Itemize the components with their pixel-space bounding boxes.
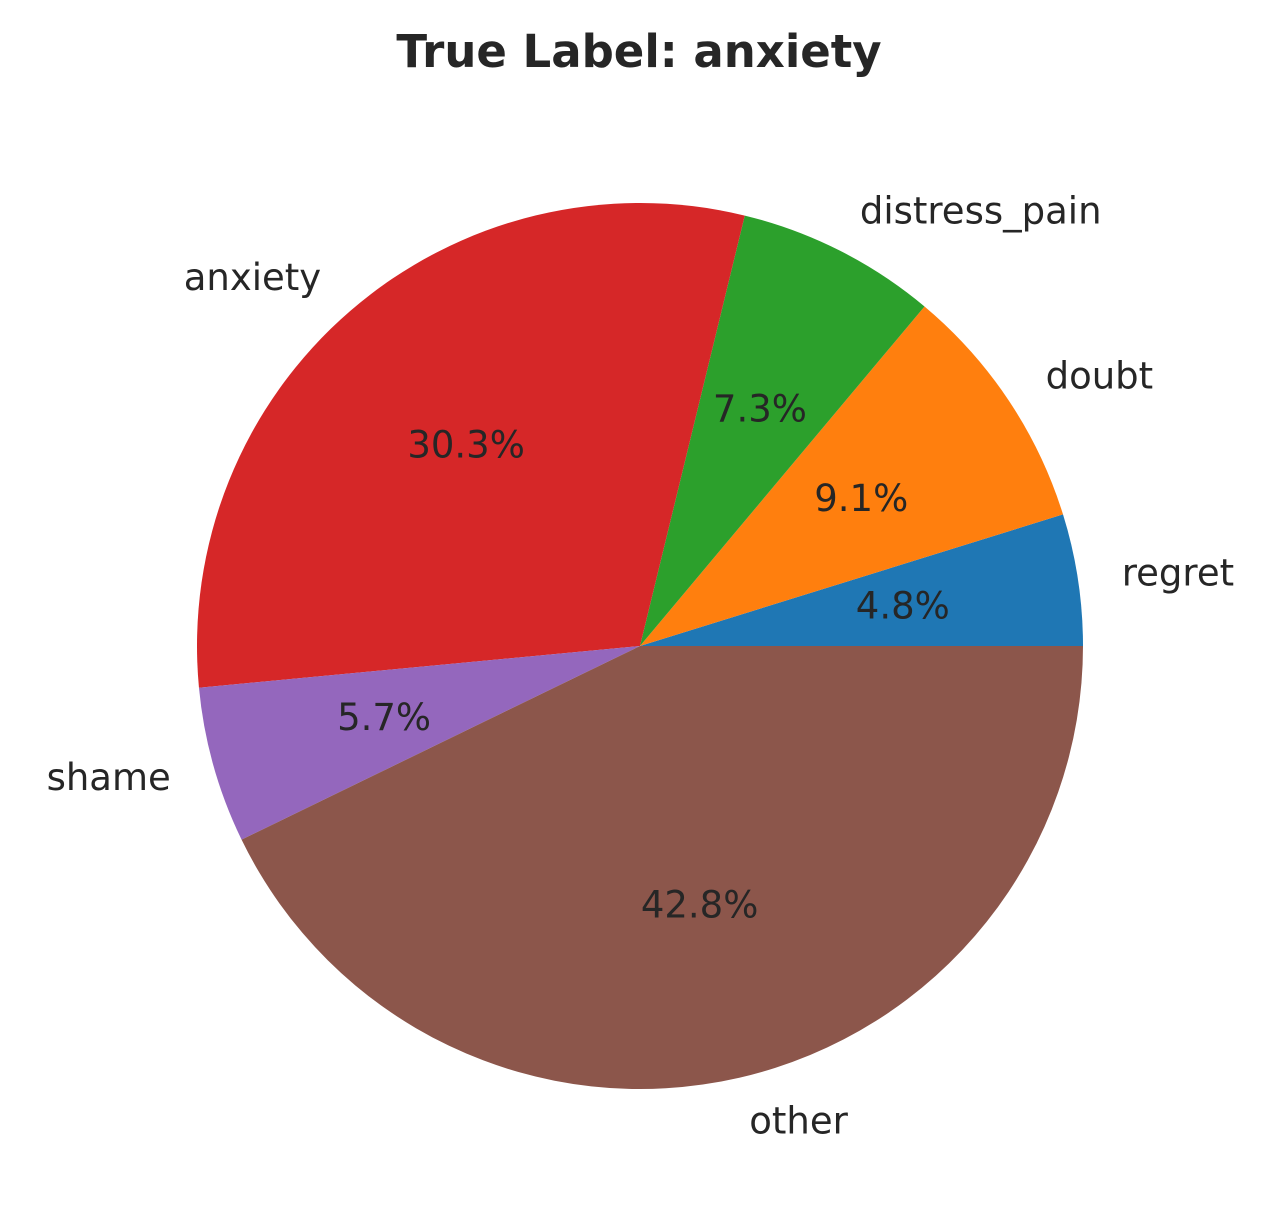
slice-percent-distress-pain: 7.3% <box>713 387 807 430</box>
slice-percent-regret: 4.8% <box>856 585 950 628</box>
slice-label-shame: shame <box>47 756 171 799</box>
pie-slice-anxiety <box>196 202 745 688</box>
slice-label-anxiety: anxiety <box>184 256 321 299</box>
pie-slice-distress-pain <box>640 215 925 646</box>
slice-percent-anxiety: 30.3% <box>407 423 525 466</box>
slice-label-doubt: doubt <box>1046 354 1154 397</box>
pie-labels: regret 4.8% doubt 9.1% distress_pain 7.3% anxi… <box>47 190 1235 1143</box>
pie-slice-doubt <box>640 306 1064 646</box>
pie-slices <box>196 202 1083 1089</box>
pie-slice-shame <box>198 646 640 840</box>
pie-slice-regret <box>640 514 1083 646</box>
slice-label-other: other <box>749 1099 848 1142</box>
pie-slice-other <box>241 646 1083 1089</box>
slice-label-distress-pain: distress_pain <box>860 190 1102 233</box>
slice-percent-other: 42.8% <box>641 884 759 927</box>
slice-percent-doubt: 9.1% <box>814 477 908 520</box>
slice-label-regret: regret <box>1122 551 1234 594</box>
chart-title: True Label: anxiety <box>396 25 881 78</box>
slice-percent-shame: 5.7% <box>337 696 431 739</box>
